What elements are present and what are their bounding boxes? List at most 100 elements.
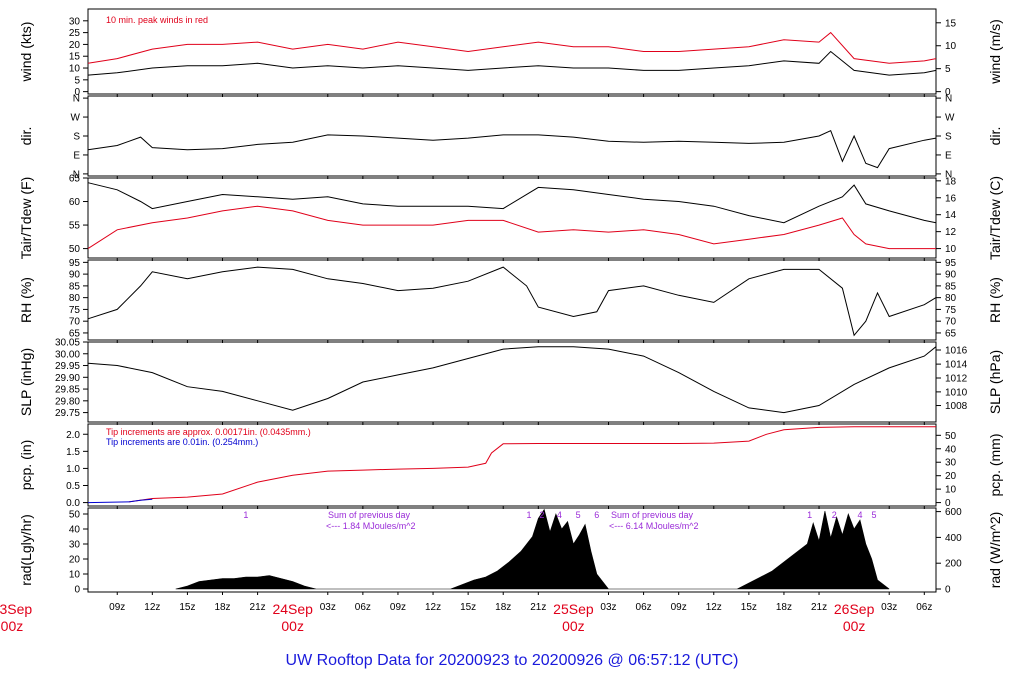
x-tick-label: 03z (600, 602, 616, 613)
ylabel-right: dir. (987, 127, 1003, 146)
right-tick-label: 5 (945, 64, 951, 75)
left-tick-label: 75 (69, 305, 81, 316)
ylabel-right: SLP (hPa) (987, 350, 1003, 414)
left-tick-label: 50 (69, 510, 81, 521)
right-tick-label: 85 (945, 281, 957, 292)
ylabel-left: wind (kts) (18, 22, 34, 83)
x-tick-label: 12z (425, 602, 441, 613)
left-tick-label: 85 (69, 281, 81, 292)
left-tick-label: 70 (69, 317, 81, 328)
rad-sum-value-2: <--- 6.14 MJoules/m^2 (609, 521, 699, 531)
x-tick-label: 21z (250, 602, 266, 613)
right-tick-label: 95 (945, 258, 957, 269)
day-time-label: 00z (1, 618, 24, 634)
left-tick-label: 30.05 (55, 338, 80, 349)
right-tick-label: 0 (945, 87, 951, 98)
right-tick-label: W (945, 113, 955, 124)
right-tick-label: 18 (945, 176, 957, 187)
left-tick-label: 5 (74, 75, 80, 86)
rad-hour-marker: 6 (594, 510, 599, 520)
x-tick-label: 15z (179, 602, 195, 613)
left-tick-label: 40 (69, 525, 81, 536)
right-tick-label: 1008 (945, 401, 968, 412)
panel-frame (87, 95, 937, 177)
x-tick-label: 18z (776, 602, 792, 613)
rad-hour-marker: 4 (557, 510, 562, 520)
right-tick-label: 20 (945, 471, 957, 482)
day-date-label: 25Sep (553, 601, 594, 617)
x-tick-label: 03z (320, 602, 336, 613)
left-tick-label: 1.0 (66, 464, 80, 475)
left-tick-label: 30 (69, 16, 81, 27)
right-tick-label: 15 (945, 18, 957, 29)
series-line (87, 266, 937, 337)
chart-title: UW Rooftop Data for 20200923 to 20200926… (286, 652, 739, 669)
series-line (87, 346, 937, 414)
panel-radiation: 0 10 20 30 40 50 0 200 400 600 rad(Lgly/hr) rad (W/… (18, 507, 1003, 595)
right-tick-label: E (945, 150, 952, 161)
right-tick-label: 50 (945, 431, 957, 442)
right-tick-label: 65 (945, 328, 957, 339)
left-tick-label: 29.95 (55, 361, 80, 372)
left-tick-label: 80 (69, 293, 81, 304)
x-tick-label: 21z (530, 602, 546, 613)
rad-hour-marker: 5 (576, 510, 581, 520)
left-tick-label: N (73, 169, 80, 180)
right-tick-label: 75 (945, 305, 957, 316)
left-tick-label: 0 (74, 585, 80, 596)
right-tick-label: S (945, 132, 952, 143)
ylabel-right: RH (%) (987, 277, 1003, 323)
left-tick-label: 0 (74, 87, 80, 98)
x-tick-label: 09z (671, 602, 687, 613)
pcp-annotation-approx: Tip increments are approx. 0.00171in. (0… (106, 427, 311, 437)
ylabel-left: rad(Lgly/hr) (18, 514, 34, 586)
panel-frame (87, 259, 937, 341)
right-tick-label: 1016 (945, 346, 968, 357)
x-tick-label: 18z (214, 602, 230, 613)
ylabel-right: rad (W/m^2) (987, 512, 1003, 589)
right-tick-label: 70 (945, 317, 957, 328)
day-date-label: 23Sep (0, 601, 32, 617)
ylabel-left: Tair/Tdew (F) (18, 177, 34, 259)
rad-hour-marker: 5 (872, 510, 877, 520)
rad-hour-marker: 2 (539, 510, 544, 520)
left-tick-label: 10 (69, 570, 81, 581)
left-tick-label: 29.85 (55, 385, 80, 396)
x-tick-label: 15z (460, 602, 476, 613)
ylabel-right: wind (m/s) (987, 19, 1003, 85)
x-tick-label: 06z (636, 602, 652, 613)
pcp-annotation-exact: Tip increments are 0.01in. (0.254mm.) (106, 437, 258, 447)
right-tick-label: N (945, 169, 952, 180)
panel-frame (87, 341, 937, 423)
right-tick-label: 0 (945, 585, 951, 596)
right-tick-label: 600 (945, 507, 962, 518)
rad-hour-marker: 1 (526, 510, 531, 520)
left-tick-label: 15 (69, 52, 81, 63)
ylabel-left: SLP (inHg) (18, 348, 34, 416)
wind-annotation: 10 min. peak winds in red (106, 15, 208, 25)
left-tick-label: W (71, 113, 81, 124)
left-tick-label: 90 (69, 270, 81, 281)
right-tick-label: 30 (945, 458, 957, 469)
right-tick-label: 16 (945, 193, 957, 204)
right-tick-label: 1012 (945, 374, 968, 385)
series-line (87, 498, 153, 504)
left-tick-label: E (73, 150, 80, 161)
right-tick-label: 10 (945, 41, 957, 52)
day-date-label: 26Sep (834, 601, 875, 617)
panel-temperature: 50 55 60 65 10 12 14 16 18 Tair/Tdew (F) Tair/Tdew… (18, 174, 1003, 261)
panel-frame (87, 8, 937, 95)
left-tick-label: 55 (69, 221, 81, 232)
right-tick-label: 200 (945, 559, 962, 570)
x-tick-label: 12z (144, 602, 160, 613)
series-line (87, 31, 937, 64)
left-tick-label: 25 (69, 28, 81, 39)
left-tick-label: 29.80 (55, 396, 80, 407)
x-tick-label: 18z (495, 602, 511, 613)
left-tick-label: 2.0 (66, 430, 80, 441)
